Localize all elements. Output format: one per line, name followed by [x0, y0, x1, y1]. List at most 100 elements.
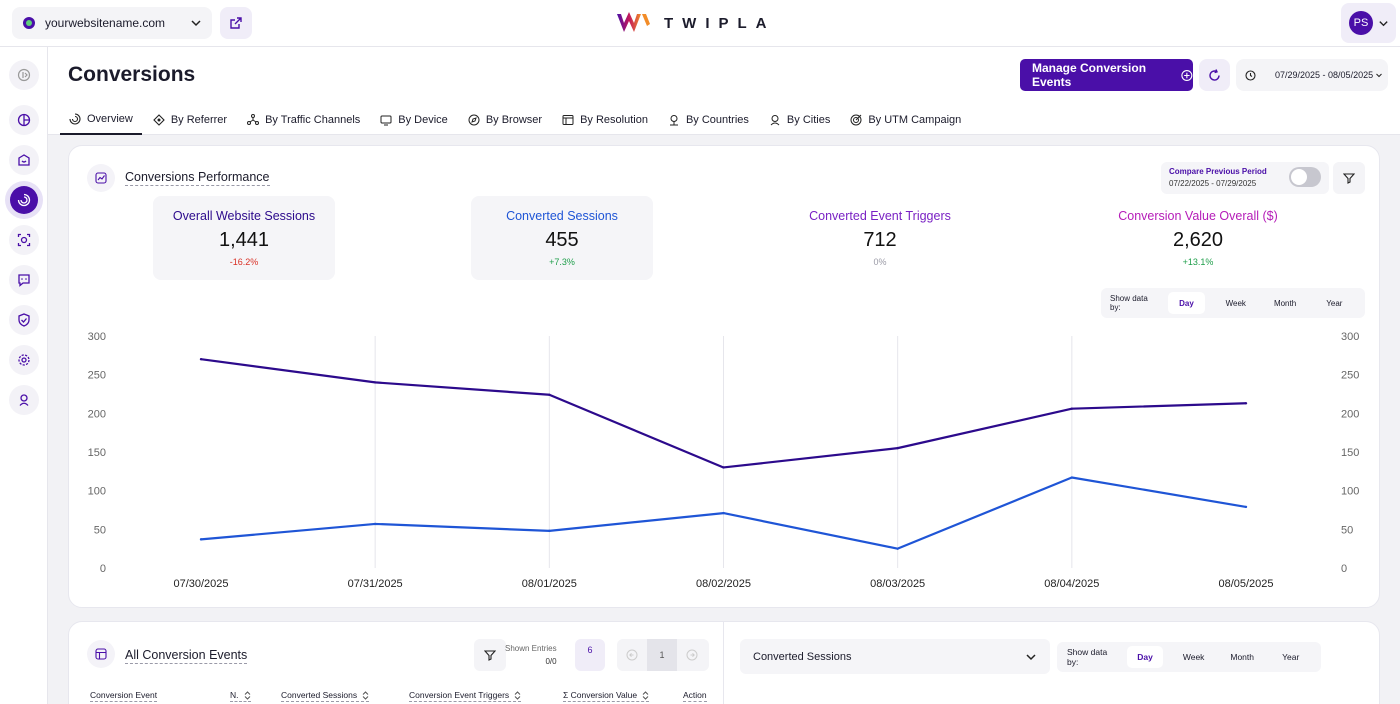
tab-by-cities[interactable]: By Cities: [760, 105, 839, 135]
tab-label: By Traffic Channels: [265, 114, 361, 126]
metric-change: +13.1%: [1182, 257, 1214, 267]
y-tick-label-right: 250: [1341, 370, 1359, 382]
sidebar-item-privacy[interactable]: [9, 305, 39, 335]
website-selector[interactable]: yourwebsitename.com: [12, 7, 212, 39]
range-week[interactable]: Week: [1182, 652, 1205, 662]
sidebar-collapse[interactable]: [9, 60, 39, 90]
user-menu[interactable]: PS: [1341, 3, 1396, 43]
column-header-conversion-event-triggers[interactable]: Conversion Event Triggers: [409, 690, 522, 702]
metric-value: 2,620: [1172, 229, 1224, 251]
tab-by-referrer[interactable]: By Referrer: [144, 105, 236, 135]
clock-icon: [1245, 69, 1256, 81]
y-tick-label-left: 150: [88, 447, 106, 459]
next-page-button[interactable]: [677, 639, 707, 671]
y-tick-label-right: 150: [1341, 447, 1359, 459]
metric-change: -16.2%: [229, 257, 259, 267]
metric-select[interactable]: Converted Sessions: [740, 639, 1050, 674]
data-point: [1070, 476, 1074, 479]
table-icon: [95, 648, 107, 660]
tab-by-countries[interactable]: By Countries: [659, 105, 758, 135]
metric-converted-event-triggers: Converted Event Triggers 712 0%: [789, 196, 971, 280]
show-data-by-label: Show data by:: [1110, 294, 1148, 312]
conversions-line-chart: 0 0 50 50 100 100 150 150 200 200 250 250 300 300 07/3…: [88, 331, 1360, 590]
plus-circle-icon: [1181, 69, 1193, 81]
range-year[interactable]: Year: [1282, 652, 1300, 662]
sidebar-item-feedback[interactable]: [9, 265, 39, 295]
range-day[interactable]: Day: [1126, 646, 1164, 668]
metric-overall-website-sessions: Overall Website Sessions 1,441 -16.2%: [153, 196, 335, 280]
data-point: [1070, 407, 1074, 410]
column-header-converted-sessions[interactable]: Converted Sessions: [281, 690, 370, 702]
tab-label: By Device: [398, 114, 448, 126]
sidebar-item-behavior[interactable]: [9, 225, 39, 255]
metric-converted-sessions: Converted Sessions 455 +7.3%: [471, 196, 653, 280]
metric-label: Converted Sessions: [506, 209, 618, 223]
line-chart-icon: [95, 172, 107, 184]
tab-by-device[interactable]: By Device: [371, 105, 457, 135]
events-filter-button[interactable]: [474, 639, 506, 671]
data-point: [373, 522, 377, 526]
shield-icon: [18, 313, 30, 327]
sidebar-item-store[interactable]: [9, 145, 39, 175]
column-header-n[interactable]: N.: [230, 690, 251, 702]
tab-by-browser[interactable]: By Browser: [459, 105, 551, 135]
twipla-logo-icon: [617, 12, 650, 32]
column-header-conversion-event[interactable]: Conversion Event: [90, 690, 158, 702]
manage-conversion-events-button[interactable]: Manage Conversion Events: [1020, 59, 1193, 91]
date-range-picker[interactable]: 07/29/2025 - 08/05/2025: [1236, 59, 1388, 91]
tab-overview[interactable]: Overview: [60, 105, 142, 135]
tab-by-resolution[interactable]: By Resolution: [553, 105, 657, 135]
tab-by-traffic-channels[interactable]: By Traffic Channels: [238, 105, 369, 135]
current-page[interactable]: 1: [647, 639, 677, 671]
column-label: Action: [683, 690, 707, 700]
data-point: [896, 446, 899, 450]
referrer-icon: [153, 114, 165, 126]
pagination: 1: [617, 639, 709, 671]
manage-conversion-events-label: Manage Conversion Events: [1032, 61, 1147, 89]
data-point: [548, 393, 551, 396]
range-month[interactable]: Month: [1273, 298, 1297, 308]
traffic-channels-icon: [247, 114, 260, 125]
show-data-by-selector: Show data by: Day Week Month Year: [1057, 642, 1321, 672]
y-tick-label-left: 100: [88, 486, 106, 498]
x-tick-label: 08/02/2025: [696, 578, 751, 590]
range-day[interactable]: Day: [1167, 292, 1206, 314]
tab-label: By Countries: [685, 114, 749, 126]
compare-toggle[interactable]: [1289, 167, 1321, 187]
sidebar-item-location[interactable]: [9, 385, 39, 415]
column-label: Conversion Event Triggers: [409, 690, 510, 700]
sort-icon: [642, 690, 649, 700]
tab-by-utm-campaign[interactable]: By UTM Campaign: [841, 105, 970, 135]
filter-button[interactable]: [1333, 162, 1365, 194]
sidebar-item-dashboard[interactable]: [9, 105, 39, 135]
data-point: [199, 538, 203, 541]
entries-per-page-select[interactable]: 6: [575, 639, 605, 671]
data-point: [548, 529, 551, 533]
y-tick-label-right: 50: [1341, 524, 1353, 536]
metric-select-value: Converted Sessions: [753, 650, 852, 663]
refresh-button[interactable]: [1199, 59, 1230, 91]
tab-label: By Referrer: [170, 114, 228, 126]
y-tick-label-right: 200: [1341, 408, 1359, 420]
shown-entries-label: Shown Entries: [505, 644, 557, 653]
sidebar-item-conversions[interactable]: [5, 181, 43, 219]
metric-change: 0%: [873, 257, 887, 267]
column-label: Conversion Event: [90, 690, 158, 700]
cities-icon: [770, 115, 780, 126]
range-month[interactable]: Month: [1230, 652, 1254, 662]
range-week[interactable]: Week: [1225, 298, 1246, 308]
y-tick-label-left: 50: [94, 524, 106, 536]
arrow-right-icon: [686, 649, 698, 661]
y-tick-label-left: 200: [88, 408, 106, 420]
x-tick-label: 08/04/2025: [1044, 578, 1099, 590]
open-website-button[interactable]: [220, 7, 252, 39]
sidebar-item-settings[interactable]: [9, 345, 39, 375]
chevron-down-icon: [191, 20, 201, 27]
data-point: [722, 466, 725, 469]
range-year[interactable]: Year: [1326, 298, 1343, 308]
dashboard-icon: [17, 113, 31, 127]
column-header-conversion-value[interactable]: Σ Conversion Value: [563, 690, 650, 702]
prev-page-button[interactable]: [617, 639, 647, 671]
toggle-knob: [1291, 169, 1307, 185]
filter-icon: [484, 650, 496, 661]
